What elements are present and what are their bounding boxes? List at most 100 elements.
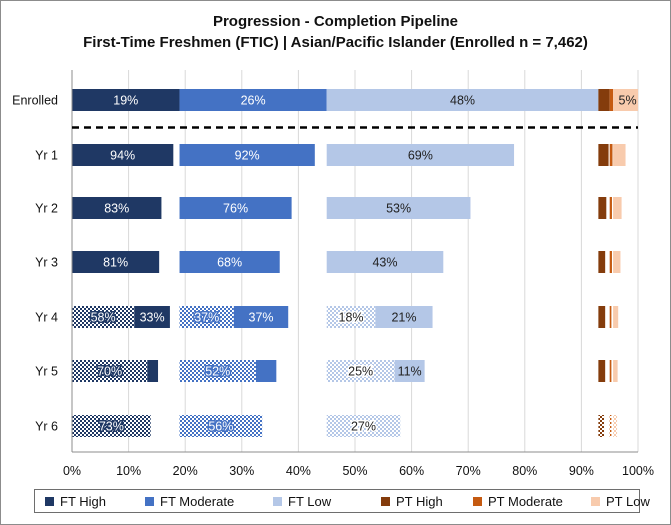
- bar-yr5-ft_low: [394, 360, 425, 382]
- data-label: 53%: [386, 202, 411, 216]
- bar-yr5-ft_high: [147, 360, 159, 382]
- legend-label: PT High: [396, 494, 443, 509]
- bar-yr4-ft_high: [72, 306, 135, 328]
- legend-swatch: [145, 497, 154, 506]
- bar-yr1-ft_low: [326, 144, 515, 166]
- data-label: 58%: [91, 311, 116, 325]
- bar-yr2-pt_low: [613, 197, 622, 219]
- bar-yr2-pt_high: [598, 197, 607, 219]
- bar-yr5-ft_high: [72, 360, 148, 382]
- legend-item-ft-moderate: FT Moderate: [145, 494, 234, 509]
- legend-item-pt-high: PT High: [381, 494, 443, 509]
- data-label: 18%: [339, 311, 364, 325]
- y-category-label: Yr 3: [35, 256, 58, 270]
- legend-swatch: [273, 497, 282, 506]
- y-category-label: Yr 6: [35, 420, 58, 434]
- bar-yr2-ft_high: [72, 197, 162, 219]
- bar-yr4-pt_moderate: [609, 306, 612, 328]
- legend-label: PT Moderate: [488, 494, 563, 509]
- x-tick-label: 30%: [229, 464, 254, 478]
- bar-yr5-pt_moderate: [609, 360, 612, 382]
- bar-yr3-pt_low: [613, 251, 621, 273]
- data-label: 70%: [97, 365, 122, 379]
- bar-yr6-pt_moderate: [609, 415, 612, 437]
- x-tick-label: 80%: [512, 464, 537, 478]
- x-tick-label: 60%: [399, 464, 424, 478]
- x-tick-label: 0%: [63, 464, 81, 478]
- legend-label: FT Low: [288, 494, 332, 509]
- legend-item-ft-high: FT High: [45, 494, 106, 509]
- data-label: 73%: [99, 420, 124, 434]
- data-label: 92%: [235, 149, 260, 163]
- bar-yr1-ft_high: [72, 144, 174, 166]
- bar-yr5-ft_moderate: [179, 360, 256, 382]
- legend-swatch: [473, 497, 482, 506]
- bar-yr4-pt_high: [598, 306, 606, 328]
- data-label: 5%: [619, 94, 637, 108]
- data-label: 33%: [140, 311, 165, 325]
- legend-item-ft-low: FT Low: [273, 494, 331, 509]
- bar-yr4-ft_low: [375, 306, 433, 328]
- bar-yr4-ft_high: [134, 306, 170, 328]
- bar-yr3-pt_high: [598, 251, 606, 273]
- data-label: 56%: [208, 420, 233, 434]
- bar-yr5-pt_low: [613, 360, 618, 382]
- legend-item-pt-moderate: PT Moderate: [473, 494, 563, 509]
- bar-yr4-ft_low: [326, 306, 376, 328]
- data-label: 52%: [205, 365, 230, 379]
- bar-yr6-ft_moderate: [179, 415, 263, 437]
- legend-swatch: [45, 497, 54, 506]
- bar-yr6-pt_high: [598, 415, 605, 437]
- legend-label: FT Moderate: [160, 494, 235, 509]
- y-category-label: Yr 2: [35, 202, 58, 216]
- data-label: 37%: [194, 311, 219, 325]
- bar-yr4-pt_low: [613, 306, 619, 328]
- legend-swatch: [591, 497, 600, 506]
- bar-yr5-ft_low: [326, 360, 395, 382]
- y-category-label: Yr 1: [35, 149, 58, 163]
- bar-yr1-pt_moderate: [609, 144, 613, 166]
- bar-enrolled-pt_moderate: [609, 89, 614, 111]
- bar-yr2-pt_moderate: [609, 197, 612, 219]
- legend-item-pt-low: PT Low: [591, 494, 650, 509]
- data-label: 94%: [110, 149, 135, 163]
- y-category-label: Yr 4: [35, 311, 58, 325]
- data-label: 68%: [217, 256, 242, 270]
- bar-yr3-ft_moderate: [179, 251, 280, 273]
- bar-enrolled-pt_low: [613, 89, 638, 111]
- data-label: 48%: [450, 94, 475, 108]
- data-label: 76%: [223, 202, 248, 216]
- bar-yr3-ft_low: [326, 251, 444, 273]
- chart-subtitle: First-Time Freshmen (FTIC) | Asian/Pacif…: [83, 34, 588, 51]
- y-category-label: Yr 5: [35, 365, 58, 379]
- data-label: 26%: [241, 94, 266, 108]
- axes: 0% 10% 20% 30% 40% 50% 60% 70% 80% 90% 100% Enrolle…: [12, 70, 654, 478]
- legend-swatch: [381, 497, 390, 506]
- bar-yr6-pt_low: [613, 415, 618, 437]
- x-tick-label: 20%: [173, 464, 198, 478]
- bar-yr3-pt_moderate: [609, 251, 612, 273]
- data-label: 25%: [348, 365, 373, 379]
- x-tick-label: 90%: [569, 464, 594, 478]
- bar-yr5-ft_moderate: [255, 360, 277, 382]
- bar-yr3-ft_high: [72, 251, 160, 273]
- data-label: 11%: [398, 365, 422, 379]
- bar-yr1-ft_moderate: [179, 144, 315, 166]
- legend-label: FT High: [60, 494, 106, 509]
- data-label: 69%: [408, 149, 433, 163]
- data-label: 21%: [391, 311, 416, 325]
- x-tick-label: 50%: [342, 464, 367, 478]
- bar-yr2-ft_moderate: [179, 197, 292, 219]
- x-tick-label: 40%: [286, 464, 311, 478]
- bar-yr4-ft_moderate: [233, 306, 289, 328]
- data-label: 83%: [104, 202, 129, 216]
- x-tick-label: 100%: [622, 464, 654, 478]
- data-label: 19%: [113, 94, 138, 108]
- bar-yr5-pt_high: [598, 360, 606, 382]
- bar-enrolled-ft_high: [72, 89, 180, 111]
- bar-enrolled-ft_low: [326, 89, 599, 111]
- bar-enrolled-ft_moderate: [179, 89, 327, 111]
- bar-enrolled-pt_high: [598, 89, 610, 111]
- bar-yr6-ft_high: [72, 415, 151, 437]
- bar-yr2-ft_low: [326, 197, 471, 219]
